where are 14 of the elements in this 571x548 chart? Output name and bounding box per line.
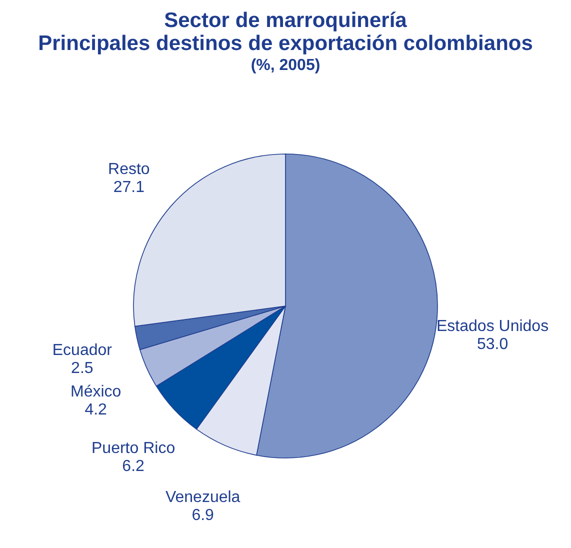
- slice-label: Ecuador: [52, 342, 113, 359]
- slice-label: Estados Unidos: [436, 318, 549, 335]
- chart-title: Sector de marroquinería Principales destinos de exportación colombianos: [38, 9, 533, 55]
- slice-label: Venezuela: [165, 488, 240, 506]
- slice-label: Puerto Rico: [92, 440, 176, 457]
- data-label: 6.9: [192, 506, 214, 524]
- slice-label: México: [70, 383, 122, 400]
- data-label: 2.5: [71, 360, 94, 377]
- data-label: 6.2: [122, 458, 145, 475]
- slice-label: Resto: [108, 161, 150, 178]
- data-label: 27.1: [113, 179, 145, 196]
- data-label: 4.2: [84, 401, 108, 418]
- data-label: 53.0: [476, 336, 508, 353]
- chart-subtitle: (%, 2005): [250, 57, 320, 74]
